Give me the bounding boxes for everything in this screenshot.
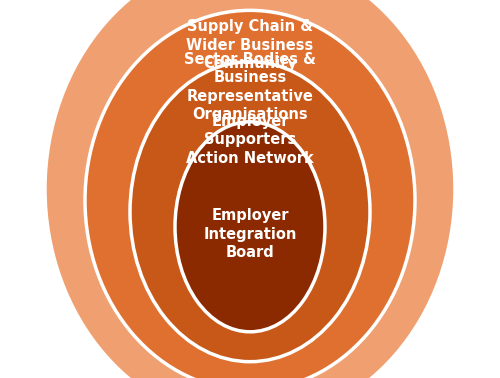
Ellipse shape [45, 0, 455, 378]
Text: Sector Bodies &
Business
Representative
Organisations: Sector Bodies & Business Representative … [184, 51, 316, 122]
Ellipse shape [130, 62, 370, 362]
Ellipse shape [85, 10, 415, 378]
Text: Supply Chain &
Wider Business
Community: Supply Chain & Wider Business Community [186, 19, 314, 71]
Text: Employer
Supporters
Action Network: Employer Supporters Action Network [186, 114, 314, 166]
Text: Employer
Integration
Board: Employer Integration Board [204, 208, 296, 260]
Ellipse shape [175, 122, 325, 332]
